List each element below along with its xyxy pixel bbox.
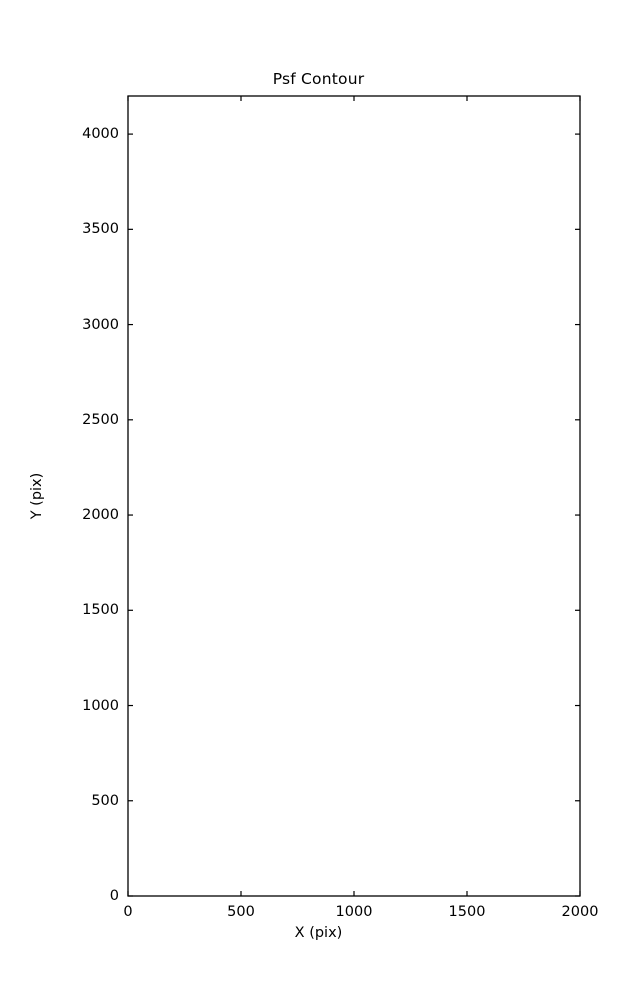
y-tick-label: 2000 bbox=[82, 507, 119, 524]
axis-ticks bbox=[127, 96, 581, 897]
x-tick-label: 1500 bbox=[448, 904, 486, 920]
x-tick-label: 2000 bbox=[561, 904, 599, 920]
x-axis-label: X (pix) bbox=[294, 925, 343, 941]
y-tick-label: 3000 bbox=[82, 316, 119, 333]
y-tick-label: 0 bbox=[109, 888, 119, 904]
y-tick-label: 1500 bbox=[82, 602, 119, 619]
page-title: Psf Contour bbox=[272, 70, 365, 88]
y-tick-label: 3500 bbox=[82, 221, 119, 238]
x-tick-label: 0 bbox=[123, 904, 133, 920]
y-tick-label: 500 bbox=[91, 792, 119, 809]
x-tick-label: 500 bbox=[227, 904, 255, 920]
y-axis-label-wrapper: Y (pix) bbox=[26, 0, 48, 1000]
y-tick-label: 1000 bbox=[82, 697, 119, 714]
x-tick-label: 1000 bbox=[335, 904, 373, 920]
y-tick-label: 2500 bbox=[82, 411, 119, 428]
axes-frame bbox=[127, 95, 581, 897]
y-tick-label: 4000 bbox=[82, 126, 119, 143]
plot-frame bbox=[127, 95, 581, 897]
y-axis-label: Y (pix) bbox=[29, 472, 45, 520]
